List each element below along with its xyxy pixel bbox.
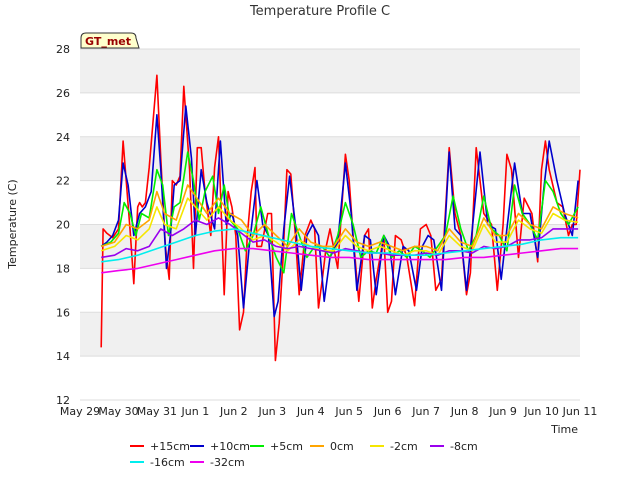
series-line--16cm xyxy=(101,228,579,263)
x-tick-label: May 29 xyxy=(60,405,100,418)
legend-label: 0cm xyxy=(330,440,354,453)
legend-label: -32cm xyxy=(210,456,245,469)
legend-label: -8cm xyxy=(450,440,478,453)
y-tick-label: 28 xyxy=(56,43,70,56)
y-axis-ticks: 12 14 16 18 20 22 24 26 28 xyxy=(56,43,70,407)
series-lines xyxy=(100,74,581,362)
background-band xyxy=(80,49,580,93)
legend-label: +5cm xyxy=(270,440,303,453)
x-tick-label: Jun 2 xyxy=(219,405,248,418)
x-tick-label: Jun 10 xyxy=(523,405,559,418)
background-band xyxy=(80,312,580,357)
x-tick-label: May 30 xyxy=(98,405,138,418)
chart-title: Temperature Profile C xyxy=(249,4,390,19)
badge-label: GT_met xyxy=(85,35,131,48)
legend-label: +15cm xyxy=(150,440,190,453)
series-line-+15cm xyxy=(100,74,581,362)
x-tick-label: Jun 7 xyxy=(411,405,440,418)
y-tick-label: 12 xyxy=(56,394,70,407)
y-tick-label: 18 xyxy=(56,262,70,275)
y-tick-label: 26 xyxy=(56,87,70,100)
background-band xyxy=(80,136,580,181)
y-tick-label: 14 xyxy=(56,350,70,363)
station-badge: GT_met xyxy=(80,32,140,49)
x-tick-label: Jun 5 xyxy=(334,405,363,418)
legend-label: -16cm xyxy=(150,456,185,469)
series-line--2cm xyxy=(100,197,579,256)
x-tick-label: May 31 xyxy=(137,405,177,418)
series-line--8cm xyxy=(101,217,579,259)
legend: +15cm +10cm +5cm 0cm -2cm -8cm -16cm -32cm xyxy=(130,440,478,469)
x-tick-label: Jun 11 xyxy=(562,405,598,418)
y-tick-label: 20 xyxy=(56,219,70,232)
x-tick-label: Jun 3 xyxy=(257,405,286,418)
x-tick-label: Jun 9 xyxy=(488,405,517,418)
y-tick-label: 22 xyxy=(56,175,70,188)
badge-shape xyxy=(80,32,140,49)
x-axis-label: Time xyxy=(550,423,578,436)
y-axis-label: Temperature (C) xyxy=(6,179,19,269)
x-tick-label: Jun 6 xyxy=(373,405,402,418)
legend-label: -2cm xyxy=(390,440,418,453)
grid-lines xyxy=(80,48,580,401)
y-tick-label: 24 xyxy=(56,131,70,144)
x-tick-label: Jun 1 xyxy=(181,405,210,418)
series-line--32cm xyxy=(101,247,579,274)
x-tick-label: Jun 4 xyxy=(296,405,325,418)
legend-label: +10cm xyxy=(210,440,250,453)
series-line-0cm xyxy=(100,184,579,252)
x-tick-label: Jun 8 xyxy=(450,405,479,418)
y-tick-label: 16 xyxy=(56,306,70,319)
